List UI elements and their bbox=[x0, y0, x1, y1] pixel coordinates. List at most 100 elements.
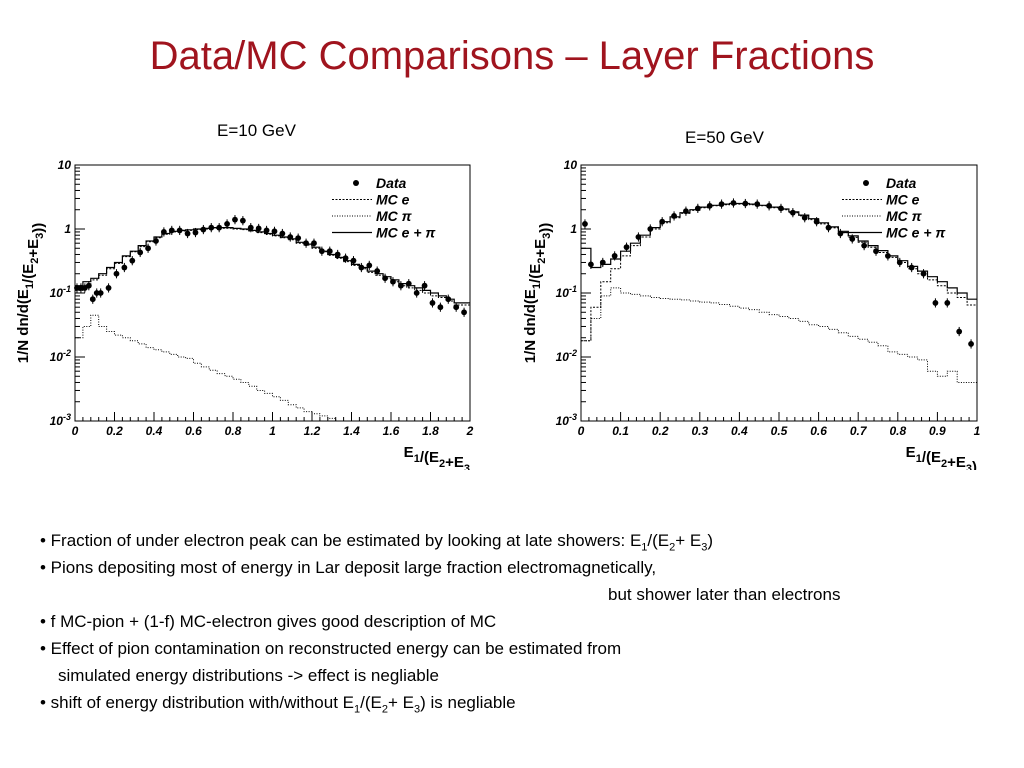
y-tick-label: 10-2 bbox=[50, 348, 71, 364]
y-tick-label: 10 bbox=[564, 158, 578, 172]
data-point bbox=[920, 270, 927, 277]
axis-label-text: /(E bbox=[20, 264, 37, 283]
data-point bbox=[97, 290, 104, 296]
data-point bbox=[611, 252, 618, 259]
y-tick-label: 10-3 bbox=[50, 412, 71, 428]
y-tick-base: 1 bbox=[64, 222, 71, 236]
data-point bbox=[113, 270, 120, 277]
data-point bbox=[271, 228, 278, 235]
note-line: • Fraction of under electron peak can be… bbox=[40, 527, 1000, 554]
x-tick-label: 0.3 bbox=[691, 424, 708, 438]
x-tick-label: 0.4 bbox=[731, 424, 748, 438]
data-point bbox=[968, 341, 974, 347]
legend-label: MC e + π bbox=[886, 225, 946, 241]
note-subscript: 3 bbox=[701, 541, 708, 554]
x-tick-label: 0.6 bbox=[185, 424, 202, 438]
x-tick-label: 1.6 bbox=[383, 424, 400, 438]
y-tick-label: 1 bbox=[64, 222, 71, 236]
x-tick-label: 0.7 bbox=[850, 424, 868, 438]
data-point bbox=[908, 264, 915, 271]
y-axis-label: 1/N dn/d(E1/(E2+E3)) bbox=[522, 223, 554, 363]
note-subscript: 2 bbox=[381, 703, 388, 716]
y-tick-base: 10 bbox=[556, 286, 570, 300]
data-point bbox=[956, 328, 963, 335]
series-data bbox=[74, 215, 467, 317]
data-point bbox=[366, 262, 373, 269]
data-point bbox=[232, 216, 238, 223]
axis-label-text: /(E bbox=[527, 264, 544, 283]
legend-label: MC e + π bbox=[376, 225, 436, 241]
chart-50gev: 0 0.1 0.2 0.3 0.4 0.5 0.6 0.7 0.8 0.9 110-310-210-… bbox=[522, 158, 981, 470]
axis-label-text: 1/N dn/d(E bbox=[522, 289, 539, 363]
axis-label-subscript: 1 bbox=[531, 283, 543, 289]
legend-marker bbox=[863, 180, 869, 186]
axis-label-subscript: 2 bbox=[536, 258, 548, 264]
legend-label: MC e bbox=[886, 192, 920, 208]
plot-frame bbox=[74, 164, 471, 422]
y-axis-label: 1/N dn/d(E1/(E2+E3)) bbox=[15, 223, 47, 363]
note-line: but shower later than electrons bbox=[40, 581, 1000, 608]
series-mc- bbox=[581, 287, 977, 383]
y-tick-base: 10 bbox=[556, 414, 570, 428]
data-point bbox=[437, 304, 444, 311]
y-tick-label: 1 bbox=[570, 222, 577, 236]
plot-title-10gev: E=10 GeV bbox=[217, 121, 296, 140]
data-point bbox=[944, 300, 951, 306]
note-text: /(E bbox=[647, 531, 670, 550]
y-tick-label: 10-1 bbox=[50, 284, 71, 300]
x-tick-label: 1.8 bbox=[422, 424, 439, 438]
axis-label-subscript: 3 bbox=[34, 233, 46, 239]
x-tick-label: 0.2 bbox=[652, 424, 669, 438]
x-tick-label: 1 bbox=[269, 424, 276, 438]
y-tick-base: 10 bbox=[58, 158, 72, 172]
histogram-line bbox=[581, 203, 977, 342]
data-point bbox=[421, 282, 428, 289]
legend-label: MC π bbox=[886, 208, 923, 224]
y-tick-label: 10-2 bbox=[556, 348, 577, 364]
y-tick-label: 10 bbox=[58, 158, 72, 172]
note-line: • shift of energy distribution with/with… bbox=[40, 689, 1000, 716]
data-point bbox=[849, 236, 856, 242]
axis-label-subscript: 2 bbox=[941, 458, 947, 470]
legend-label: Data bbox=[376, 175, 407, 191]
axis-label-text: +E bbox=[532, 239, 549, 258]
axis-label-subscript: 3 bbox=[966, 463, 972, 470]
axis-label-text: ) bbox=[972, 459, 977, 470]
note-line: simulated energy distributions -> effect… bbox=[40, 662, 1000, 689]
note-text: • shift of energy distribution with/with… bbox=[40, 693, 354, 712]
legend-label: Data bbox=[886, 175, 917, 191]
x-tick-label: 1.4 bbox=[343, 424, 360, 438]
axis-label-text: E bbox=[404, 444, 414, 461]
axis-label-text: +E bbox=[445, 454, 464, 470]
legend-label: MC e bbox=[376, 192, 410, 208]
axis-label-text: E bbox=[906, 444, 916, 461]
note-text: simulated energy distributions -> effect… bbox=[58, 666, 439, 685]
axis-label-text: +E bbox=[25, 239, 42, 258]
data-point bbox=[121, 264, 128, 271]
axis-label-subscript: 3 bbox=[464, 463, 470, 470]
chart-10gev: 0 0.2 0.4 0.6 0.8 1 1.2 1.4 1.6 1.8 210-310-210-11… bbox=[15, 158, 474, 470]
note-text: • Pions depositing most of energy in Lar… bbox=[40, 558, 657, 577]
data-point bbox=[413, 290, 420, 296]
axis-label-subscript: 2 bbox=[29, 258, 41, 264]
histogram-line bbox=[75, 314, 352, 422]
histogram-line bbox=[581, 287, 977, 383]
x-axis-label: E1/(E2+E3 bbox=[404, 444, 470, 470]
x-tick-label: 0.9 bbox=[929, 424, 946, 438]
note-text: • f MC-pion + (1-f) MC-electron gives go… bbox=[40, 612, 497, 631]
axis-label-text: /(E bbox=[922, 449, 941, 466]
y-tick-exponent: -2 bbox=[569, 348, 577, 358]
note-text: + E bbox=[387, 693, 414, 712]
y-tick-base: 10 bbox=[50, 414, 64, 428]
data-point bbox=[105, 285, 112, 291]
y-tick-label: 10-1 bbox=[556, 284, 577, 300]
y-tick-base: 10 bbox=[50, 286, 64, 300]
data-point bbox=[129, 257, 136, 264]
series-mc-e bbox=[581, 203, 977, 342]
x-tick-label: 0 bbox=[578, 424, 585, 438]
y-tick-exponent: -1 bbox=[569, 284, 577, 294]
y-tick-base: 10 bbox=[556, 350, 570, 364]
y-tick-exponent: -3 bbox=[63, 412, 71, 422]
x-tick-label: 0.6 bbox=[810, 424, 827, 438]
